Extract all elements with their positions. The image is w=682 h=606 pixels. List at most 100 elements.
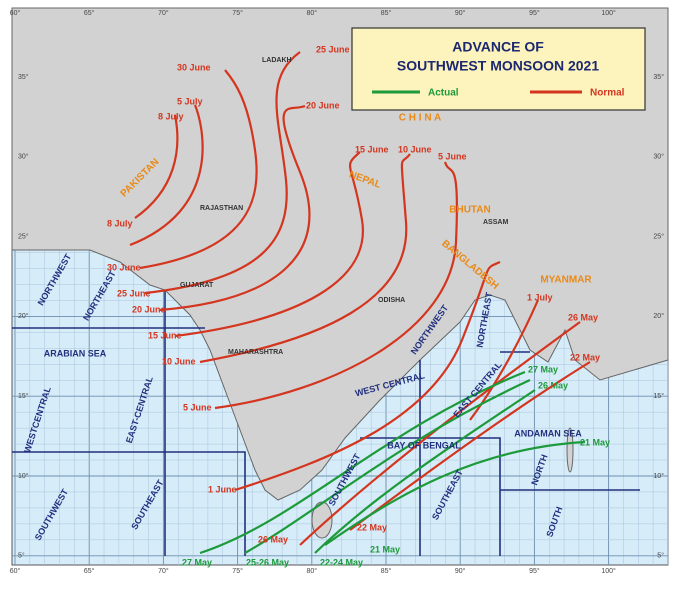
country-label: C H I N A: [399, 113, 441, 124]
state-label: ODISHA: [378, 297, 405, 304]
latitude-label: 35°: [18, 73, 29, 81]
longitude-label: 60°: [10, 9, 21, 17]
actual-isochrone: [244, 379, 531, 554]
title-box: [351, 27, 646, 111]
actual-isochrone: [199, 370, 526, 555]
date-label: 5 June: [183, 402, 212, 412]
actual-isochrone: [314, 389, 536, 554]
latitude-label: 35°: [653, 73, 664, 81]
longitude-label: 65°: [84, 567, 95, 575]
date-label: 21 May: [370, 544, 400, 554]
date-label: 26 May: [538, 380, 568, 390]
title: ADVANCE OF: [452, 39, 544, 55]
longitude-label: 60°: [10, 567, 21, 575]
date-label: 27 May: [528, 364, 558, 374]
latitude-label: 30°: [18, 153, 29, 161]
normal-isochrone: [234, 260, 501, 492]
title: SOUTHWEST MONSOON 2021: [397, 58, 599, 74]
latitude-label: 5°: [18, 552, 25, 560]
longitude-label: 80°: [307, 9, 318, 17]
latitude-label: 10°: [18, 472, 29, 480]
region-label: BAY OF BENGAL: [387, 440, 461, 450]
state-label: LADAKH: [262, 57, 292, 64]
boundary: [12, 451, 246, 556]
longitude-label: 100°: [601, 567, 616, 575]
date-label: 21 May: [580, 437, 610, 447]
date-label: 5 June: [438, 151, 467, 161]
latitude-label: 15°: [653, 392, 664, 400]
andaman-islands: [566, 427, 574, 473]
date-label: 8 July: [158, 111, 184, 121]
graticule-labels: 60° 60° 65° 65° 70° 70° 75° 75° 80° 80° 85° 85° 90° 9…: [10, 9, 664, 575]
normal-isochrone: [469, 299, 540, 421]
state-label: RAJASTHAN: [200, 205, 243, 212]
date-label: 1 July: [527, 292, 553, 302]
date-label: 15 June: [148, 330, 182, 340]
normal-isochrone: [349, 361, 591, 531]
longitude-label: 95°: [529, 567, 540, 575]
date-label: 10 June: [398, 144, 432, 154]
latitude-label: 25°: [18, 232, 29, 240]
date-label: 26 May: [258, 534, 288, 544]
latitude-label: 30°: [653, 153, 664, 161]
longitude-label: 90°: [455, 9, 466, 17]
normal-isochrone: [174, 151, 365, 338]
longitude-label: 90°: [455, 567, 466, 575]
actual-isochrone: [324, 440, 586, 546]
normal-isochrone: [134, 114, 179, 219]
longitude-label: 70°: [158, 567, 169, 575]
date-label: 25 June: [117, 288, 151, 298]
state-labels: LADAKH RAJASTHAN GUJARAT MAHARASHTRA ODI…: [180, 57, 508, 356]
normal-isochrone: [199, 153, 411, 364]
date-label: 8 July: [107, 218, 133, 228]
longitude-label: 75°: [232, 9, 243, 17]
normal-dates: 25 June 30 June 5 July 8 July 20 June 15…: [107, 44, 600, 544]
state-label: GUJARAT: [180, 282, 214, 289]
actual-lines: [199, 370, 586, 555]
date-label: 22 May: [357, 522, 387, 532]
normal-lines: [129, 51, 591, 546]
date-label: 22 May: [570, 352, 600, 362]
region-label: ANDAMAN SEA: [514, 428, 582, 438]
state-label: MAHARASHTRA: [228, 349, 283, 356]
date-label: 20 June: [306, 100, 340, 110]
date-label: 25-26 May: [246, 557, 289, 567]
date-label: 26 May: [568, 312, 598, 322]
normal-isochrone: [159, 104, 311, 312]
latitude-label: 20°: [18, 312, 29, 320]
latitude-label: 15°: [18, 392, 29, 400]
latitude-label: 5°: [657, 552, 664, 560]
date-label: 25 June: [316, 44, 350, 54]
longitude-label: 65°: [84, 9, 95, 17]
longitude-label: 80°: [307, 567, 318, 575]
normal-isochrone: [144, 51, 301, 295]
normal-isochrone: [129, 104, 204, 247]
normal-isochrone: [214, 161, 459, 410]
longitude-label: 75°: [232, 567, 243, 575]
date-label: 1 June: [208, 484, 237, 494]
date-label: 10 June: [162, 356, 196, 366]
legend-label: Normal: [590, 88, 625, 99]
legend-label: Actual: [428, 88, 459, 99]
country-label: MYANMAR: [540, 275, 592, 286]
longitude-label: 85°: [381, 567, 392, 575]
longitude-label: 100°: [601, 9, 616, 17]
latitude-label: 25°: [653, 232, 664, 240]
longitude-label: 95°: [529, 9, 540, 17]
date-label: 27 May: [182, 557, 212, 567]
latitude-label: 20°: [653, 312, 664, 320]
longitude-label: 85°: [381, 9, 392, 17]
actual-dates: 27 May 25-26 May 22-24 May 27 May 26 May…: [182, 364, 610, 567]
latitude-label: 10°: [653, 472, 664, 480]
date-label: 20 June: [132, 304, 166, 314]
date-label: 5 July: [177, 96, 203, 106]
date-label: 30 June: [177, 62, 211, 72]
longitude-label: 70°: [158, 9, 169, 17]
region-label: ARABIAN SEA: [44, 348, 107, 358]
normal-isochrone: [139, 69, 258, 270]
country-label: BHUTAN: [449, 205, 490, 216]
sea-boundaries: [12, 290, 640, 556]
date-label: 22-24 May: [320, 557, 363, 567]
boundary: [360, 437, 501, 556]
